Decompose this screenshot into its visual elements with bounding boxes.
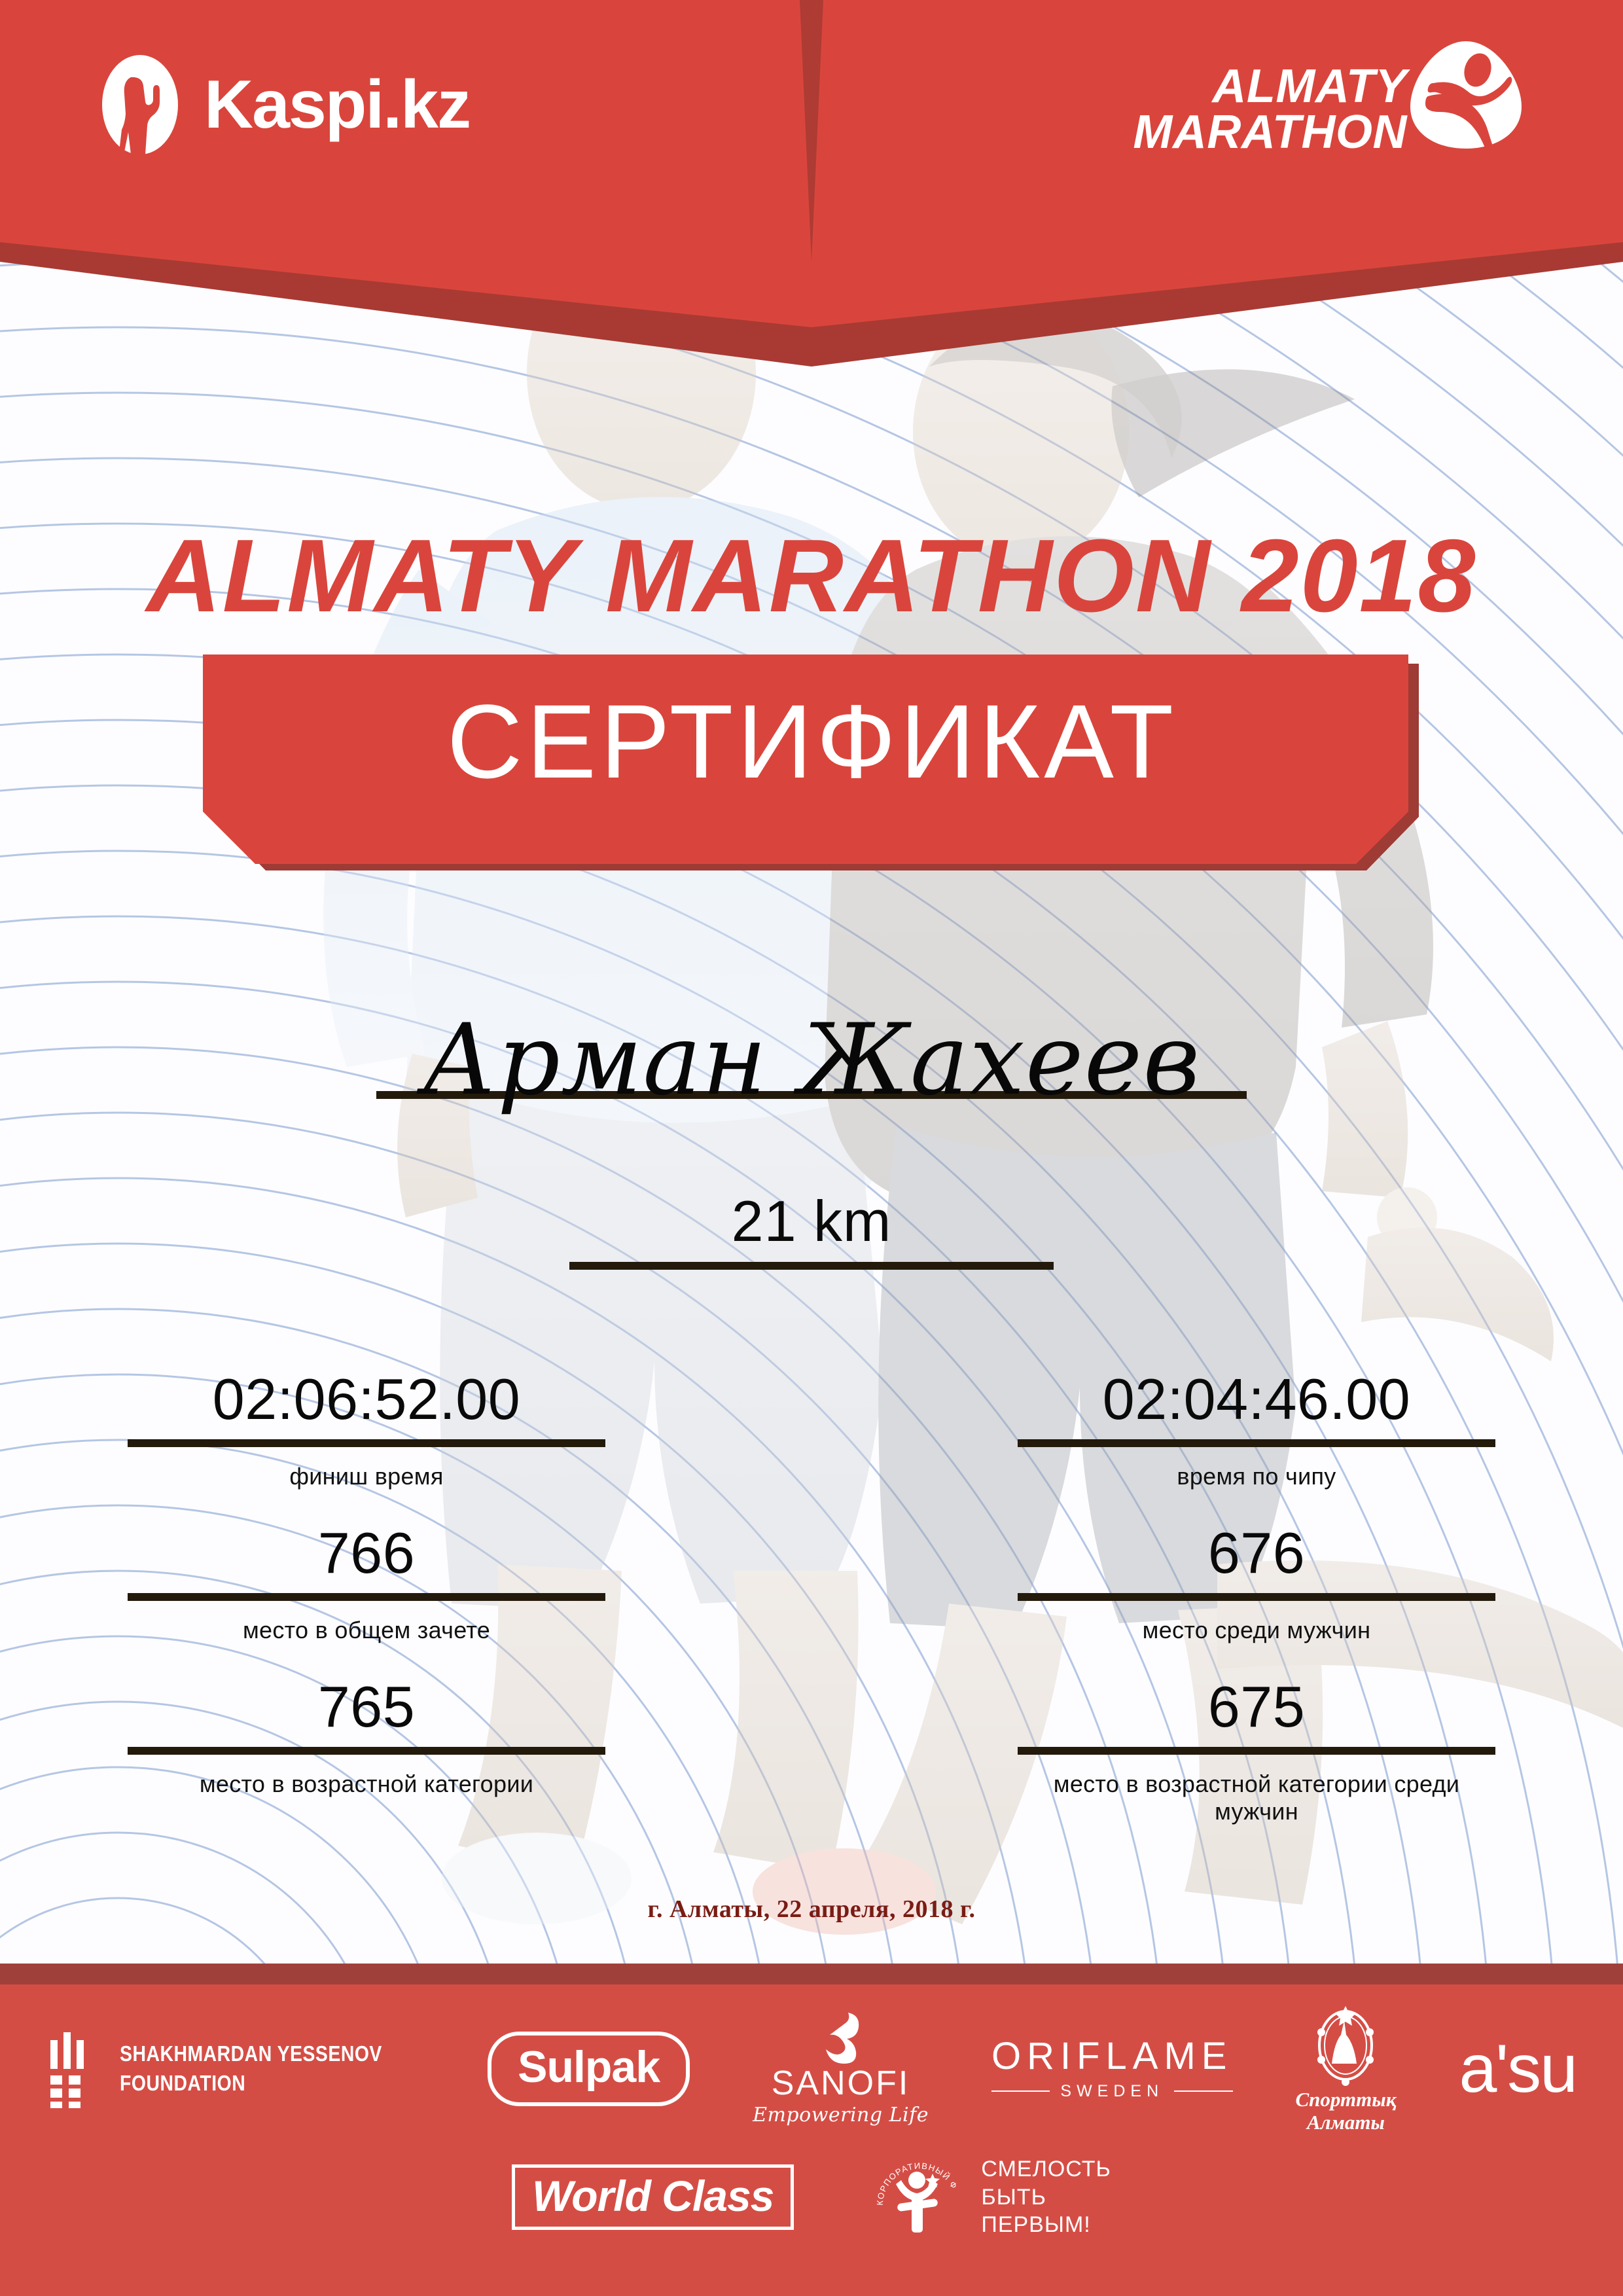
result-age-category-place: 765 место в возрастной категории: [128, 1676, 605, 1825]
sponsor-subtitle: SWEDEN: [1060, 2081, 1164, 2100]
sanofi-bird-icon: [825, 2012, 859, 2064]
result-value: 675: [1207, 1674, 1306, 1740]
result-label: место в возрастной категории: [199, 1770, 534, 1798]
result-rule: [1018, 1593, 1495, 1602]
sponsor-row-primary: SHAKHMARDAN YESSENOV FOUNDATION Sulpak S…: [0, 1984, 1623, 2135]
smelost-byt-pervym-icon: КОРПОРАТИВНЫЙ ФОНД: [872, 2151, 959, 2233]
footer-divider: [0, 1964, 1623, 1984]
certificate-banner-label: СЕРТИФИКАТ: [446, 682, 1178, 800]
certificate-header: Kaspi.kz ALMATY MARATHON: [0, 0, 1623, 367]
sponsor-smelost-byt-pervym: КОРПОРАТИВНЫЙ ФОНД СМЕЛОСТЬ БЫТЬ ПЕРВЫМ!: [872, 2151, 1111, 2243]
sponsor-row-secondary: World Class КОРПОРАТИВНЫЙ ФОНД: [0, 2135, 1623, 2259]
result-label: место в общем зачете: [242, 1617, 491, 1644]
sport-almaty-crest-icon: [1317, 2006, 1374, 2087]
athlete-name-block: Арман Жахеев: [0, 1011, 1623, 1109]
result-rule: [128, 1593, 605, 1602]
result-value: 02:06:52.00: [212, 1367, 521, 1431]
result-value: 765: [317, 1674, 416, 1740]
results-grid: 02:06:52.00 финиш время 02:04:46.00 врем…: [0, 1368, 1623, 1857]
result-rule: [128, 1747, 605, 1755]
sponsor-sport-almaty: Спорттық Алматы: [1295, 2003, 1397, 2134]
result-chip-time: 02:04:46.00 время по чипу: [1018, 1368, 1495, 1490]
certificate-banner: СЕРТИФИКАТ: [203, 655, 1421, 870]
kaspi-logo-icon: [102, 55, 178, 157]
oriflame-rule-left: [991, 2090, 1050, 2092]
distance-block: 21 km: [0, 1191, 1623, 1270]
result-label: место в возрастной категории среди мужчи…: [1053, 1770, 1460, 1825]
oriflame-rule-right: [1174, 2090, 1233, 2092]
result-age-category-men-place: 675 место в возрастной категории среди м…: [1018, 1676, 1495, 1825]
yessenov-foundation-icon: [50, 2032, 84, 2108]
result-men-place: 676 место среди мужчин: [1018, 1522, 1495, 1644]
sponsor-name: SANOFI: [771, 2064, 910, 2102]
result-value: 676: [1207, 1520, 1306, 1586]
smelost-line2: БЫТЬ: [981, 2184, 1046, 2210]
result-overall-place: 766 место в общем зачете: [128, 1522, 605, 1644]
almaty-marathon-runner-icon: [1410, 41, 1522, 154]
almaty-marathon-logo: ALMATY MARATHON: [1133, 41, 1525, 158]
sponsors-footer: SHAKHMARDAN YESSENOV FOUNDATION Sulpak S…: [0, 1984, 1623, 2296]
world-class-logo-icon: World Class: [512, 2164, 794, 2230]
sponsor-world-class: World Class: [512, 2164, 794, 2230]
sponsor-name-line1: Спорттық: [1295, 2088, 1397, 2111]
sponsor-sulpak: Sulpak: [488, 2032, 690, 2106]
distance-value: 21 km: [731, 1189, 892, 1253]
result-rule: [1018, 1747, 1495, 1755]
results-row: 02:06:52.00 финиш время 02:04:46.00 врем…: [0, 1368, 1623, 1490]
oriflame-logo-icon: ORIFLAME: [991, 2034, 1233, 2077]
sponsor-oriflame: ORIFLAME SWEDEN: [991, 2037, 1233, 2101]
almaty-marathon-line1: ALMATY: [1212, 60, 1407, 113]
result-value: 02:04:46.00: [1102, 1367, 1411, 1431]
results-row: 765 место в возрастной категории 675 мес…: [0, 1676, 1623, 1825]
sponsor-tagline: Empowering Life: [753, 2104, 929, 2127]
kaspi-logo: Kaspi.kz: [98, 52, 471, 157]
sponsor-name-line2: FOUNDATION: [119, 2071, 246, 2095]
sponsor-yessenov-foundation: SHAKHMARDAN YESSENOV FOUNDATION: [46, 2030, 425, 2108]
result-rule: [1018, 1439, 1495, 1448]
sponsor-sanofi: SANOFI Empowering Life: [753, 2011, 929, 2126]
athlete-name: Арман Жахеев: [422, 1003, 1201, 1117]
result-value: 766: [317, 1520, 416, 1586]
smelost-line1: СМЕЛОСТЬ: [981, 2157, 1111, 2182]
smelost-line3: ПЕРВЫМ!: [981, 2212, 1091, 2238]
sulpak-logo-icon: Sulpak: [488, 2032, 690, 2106]
sponsor-name-line2: Алматы: [1307, 2111, 1385, 2134]
result-finish-time: 02:06:52.00 финиш время: [128, 1368, 605, 1490]
result-label: финиш время: [289, 1463, 444, 1490]
kaspi-wordmark: Kaspi.kz: [204, 67, 471, 143]
results-row: 766 место в общем зачете 676 место среди…: [0, 1522, 1623, 1644]
sponsor-name-line1: SHAKHMARDAN YESSENOV: [119, 2041, 382, 2066]
result-label: место среди мужчин: [1142, 1617, 1371, 1644]
result-label: время по чипу: [1177, 1463, 1336, 1490]
asu-logo-icon: a'su: [1459, 2031, 1578, 2107]
sponsor-asu: a'su: [1459, 2031, 1578, 2107]
result-rule: [128, 1439, 605, 1448]
almaty-marathon-line2: MARATHON: [1133, 105, 1407, 158]
event-date-location: г. Алматы, 22 апреля, 2018 г.: [647, 1895, 976, 1923]
page-title: ALMATY MARATHON 2018: [146, 518, 1477, 634]
distance-rule: [569, 1262, 1054, 1270]
